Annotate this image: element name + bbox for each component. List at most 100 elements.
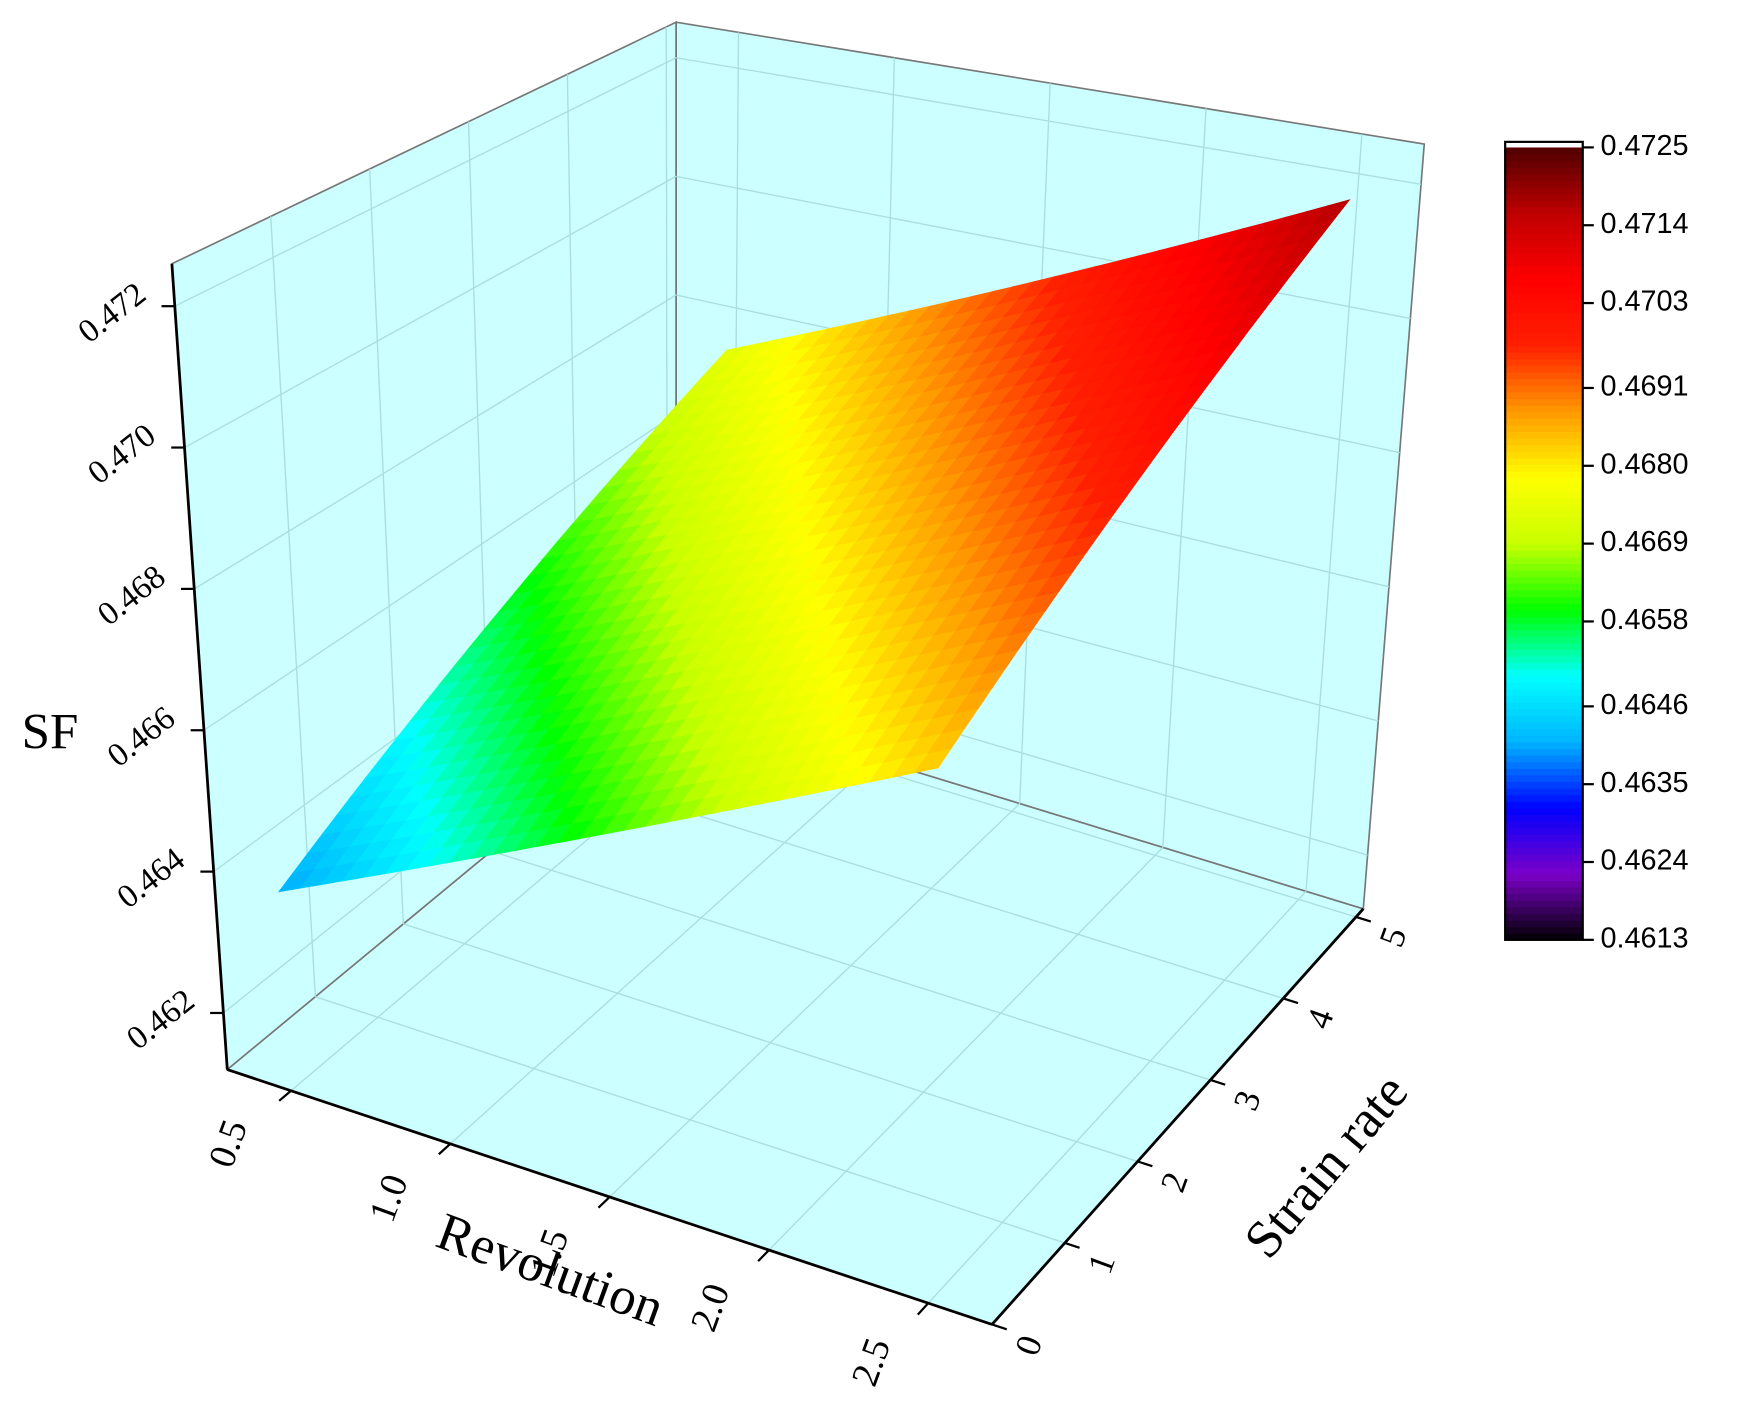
colorbar-segment bbox=[1505, 286, 1583, 294]
colorbar-segment bbox=[1505, 464, 1583, 472]
colorbar-segment bbox=[1505, 801, 1583, 809]
colorbar-segment bbox=[1505, 649, 1583, 657]
colorbar-segment bbox=[1505, 154, 1583, 162]
z-tick-label: 0.462 bbox=[120, 982, 202, 1057]
colorbar-segment bbox=[1505, 669, 1583, 677]
colorbar-tick-label: 0.4691 bbox=[1600, 371, 1688, 403]
colorbar-segment bbox=[1505, 695, 1583, 703]
y-axis-line bbox=[990, 907, 1365, 1326]
tick-mark bbox=[1210, 1078, 1226, 1086]
colorbar-segment bbox=[1505, 530, 1583, 538]
grid-line bbox=[203, 413, 677, 731]
y-axis-label: Strain rate bbox=[1233, 1063, 1420, 1270]
tick-mark bbox=[1137, 1160, 1153, 1168]
grid-line bbox=[193, 294, 677, 590]
y-tick-label: 3 bbox=[1225, 1085, 1269, 1115]
z-tick-label: 0.470 bbox=[81, 417, 163, 492]
colorbar-cap bbox=[1505, 141, 1583, 148]
colorbar-tick-label: 0.4714 bbox=[1600, 208, 1688, 240]
colorbar-segment bbox=[1505, 774, 1583, 783]
colorbar-segment bbox=[1505, 173, 1583, 182]
colorbar-segment bbox=[1505, 338, 1583, 347]
colorbar-segment bbox=[1505, 933, 1583, 941]
colorbar-segment bbox=[1505, 589, 1583, 598]
colorbar-segment bbox=[1505, 167, 1583, 175]
grid-line bbox=[927, 890, 1307, 1304]
z-axis-label: SF bbox=[22, 705, 79, 761]
colorbar-segment bbox=[1505, 352, 1583, 360]
colorbar-segment bbox=[1505, 609, 1583, 617]
colorbar-segment bbox=[1505, 213, 1583, 221]
surface-cell bbox=[1312, 199, 1351, 225]
colorbar-segment bbox=[1505, 708, 1583, 716]
colorbar-segment bbox=[1505, 563, 1583, 571]
colorbar-segment bbox=[1505, 279, 1583, 287]
colorbar-segment bbox=[1505, 431, 1583, 439]
colorbar-segment bbox=[1505, 853, 1583, 862]
colorbar-segment bbox=[1505, 523, 1583, 532]
tick-mark bbox=[1282, 997, 1299, 1005]
grid-line bbox=[609, 803, 1021, 1198]
colorbar-tick-label: 0.4680 bbox=[1600, 448, 1688, 480]
colorbar-segment bbox=[1505, 781, 1583, 789]
colorbar-segment bbox=[1505, 253, 1583, 261]
z-tick-label: 0.464 bbox=[110, 840, 192, 915]
grid-line bbox=[174, 57, 677, 307]
colorbar-segment bbox=[1505, 576, 1583, 584]
colorbar-segment bbox=[1505, 239, 1583, 248]
y-tick-label: 2 bbox=[1152, 1167, 1196, 1197]
colorbar-segment bbox=[1505, 543, 1583, 551]
colorbar-segment bbox=[1505, 814, 1583, 822]
colorbar-segment bbox=[1505, 371, 1583, 380]
colorbar-segment bbox=[1505, 741, 1583, 749]
colorbar-segment bbox=[1505, 622, 1583, 631]
colorbar-segment bbox=[1505, 827, 1583, 835]
colorbar-tick-label: 0.4646 bbox=[1600, 689, 1688, 721]
tick-mark bbox=[278, 1089, 292, 1102]
colorbar-segment bbox=[1505, 404, 1583, 413]
colorbar-segment bbox=[1505, 180, 1583, 188]
colorbar-segment bbox=[1505, 768, 1583, 776]
colorbar-segment bbox=[1505, 411, 1583, 419]
grid-line bbox=[768, 846, 1164, 1251]
colorbar-segment bbox=[1505, 457, 1583, 466]
colorbar-segment bbox=[1505, 629, 1583, 637]
colorbar-segment bbox=[1505, 418, 1583, 426]
colorbar-segment bbox=[1505, 477, 1583, 485]
colorbar-segment bbox=[1505, 358, 1583, 366]
colorbar-segment bbox=[1505, 847, 1583, 855]
colorbar-segment bbox=[1505, 715, 1583, 723]
grid-line bbox=[315, 996, 1066, 1244]
colorbar-segment bbox=[1505, 391, 1583, 400]
x-axis-line bbox=[226, 1068, 993, 1326]
colorbar-segment bbox=[1505, 906, 1583, 915]
tick-mark bbox=[916, 1302, 930, 1316]
colorbar-segment bbox=[1505, 873, 1583, 882]
grid-line bbox=[403, 923, 1138, 1163]
colorbar-segment bbox=[1505, 761, 1583, 769]
colorbar-segment bbox=[1505, 484, 1583, 492]
colorbar-segment bbox=[1505, 299, 1583, 307]
colorbar-segment bbox=[1505, 794, 1583, 802]
colorbar-segment bbox=[1505, 682, 1583, 690]
colorbar-segment bbox=[1505, 345, 1583, 353]
colorbar-frame bbox=[1504, 140, 1584, 941]
colorbar-segment bbox=[1505, 503, 1583, 512]
colorbar-segment bbox=[1505, 807, 1583, 816]
x-tick-label: 1.0 bbox=[361, 1169, 417, 1228]
colorbar-segment bbox=[1505, 754, 1583, 763]
colorbar-segment bbox=[1505, 840, 1583, 849]
colorbar-segment bbox=[1505, 444, 1583, 452]
tick-mark bbox=[757, 1249, 770, 1262]
colorbar-tick-label: 0.4658 bbox=[1600, 604, 1688, 636]
colorbar-segment bbox=[1505, 365, 1583, 373]
colorbar-segment bbox=[1505, 160, 1583, 168]
colorbar-segment bbox=[1505, 497, 1583, 505]
colorbar-segment bbox=[1505, 325, 1583, 333]
y-tick-label: 1 bbox=[1079, 1248, 1123, 1278]
colorbar-segment bbox=[1505, 259, 1583, 267]
colorbar-segment bbox=[1505, 834, 1583, 842]
colorbar-segment bbox=[1505, 187, 1583, 195]
colorbar-tick-label: 0.4725 bbox=[1600, 130, 1688, 162]
